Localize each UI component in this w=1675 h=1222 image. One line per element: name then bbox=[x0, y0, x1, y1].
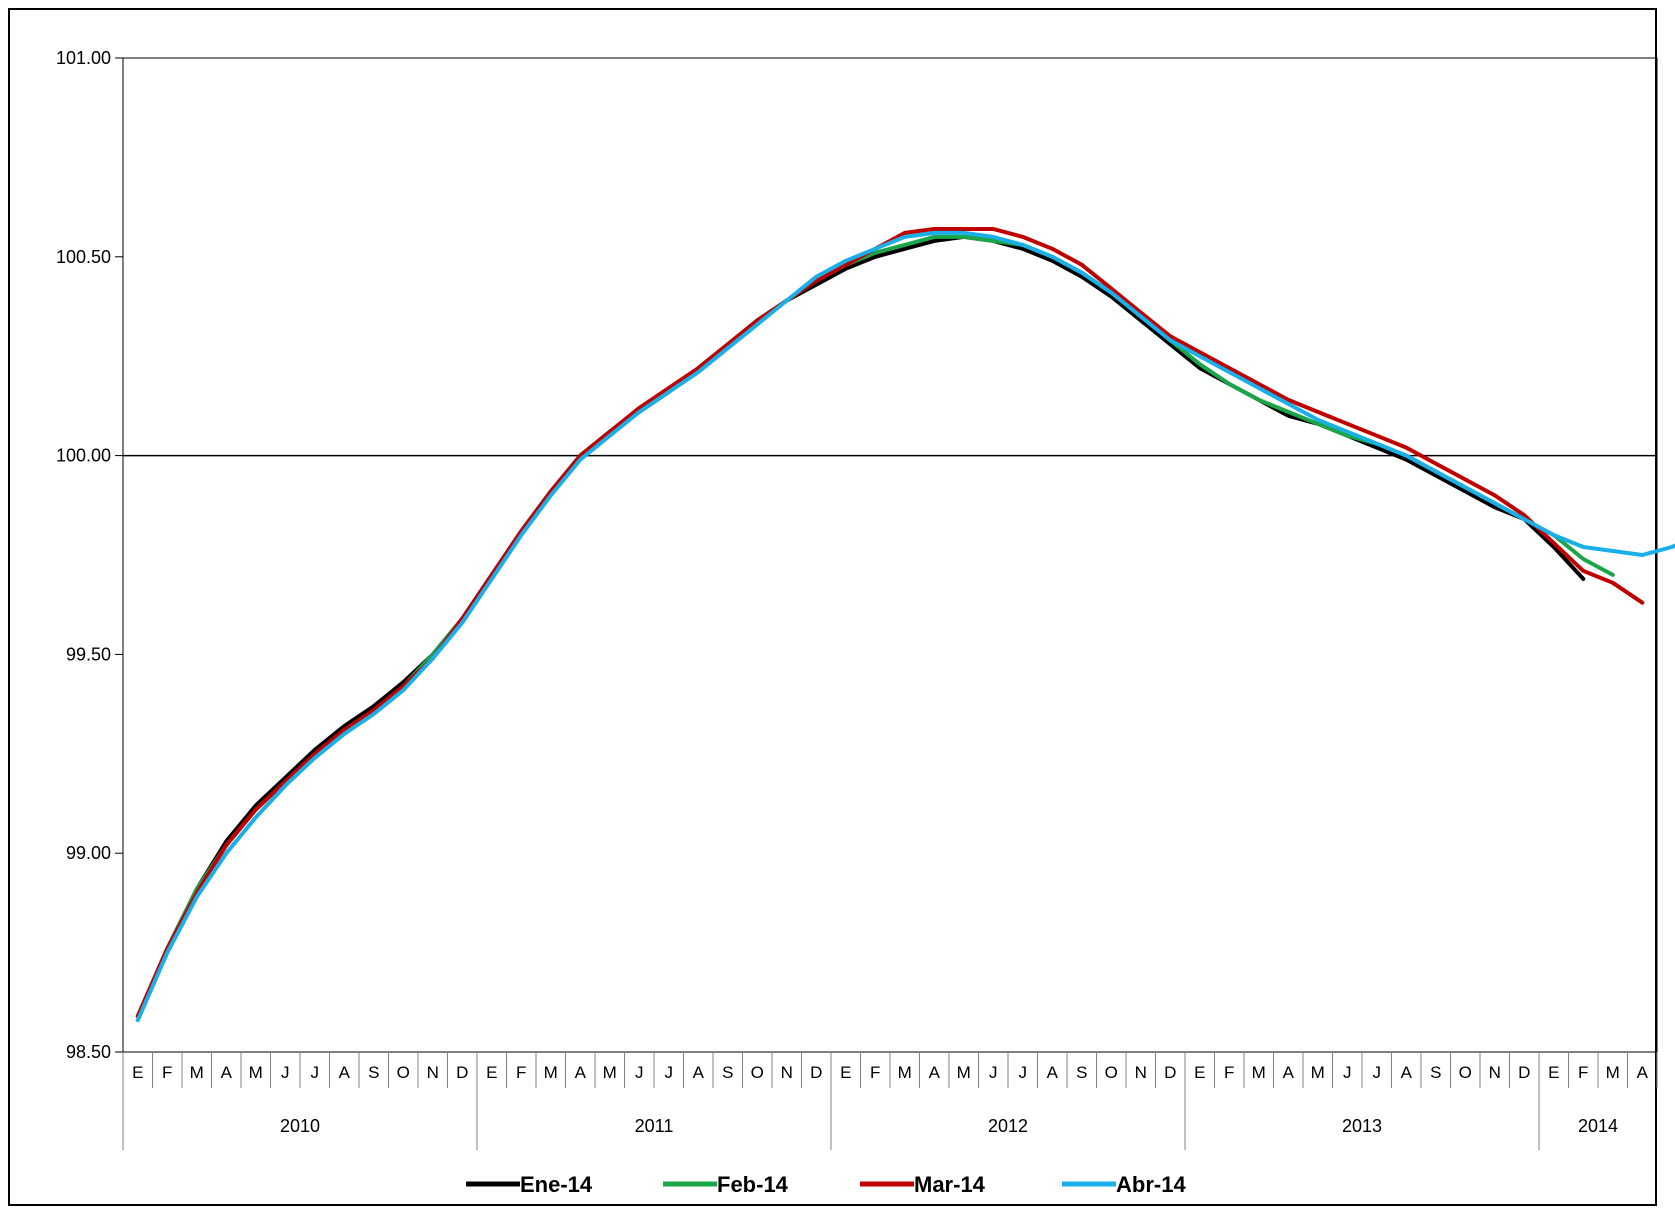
month-label: N bbox=[781, 1063, 793, 1082]
plot-area bbox=[122, 57, 1658, 1053]
month-label: A bbox=[1283, 1063, 1295, 1082]
month-label: F bbox=[162, 1063, 172, 1082]
month-label: D bbox=[456, 1063, 468, 1082]
year-label: 2011 bbox=[635, 1116, 674, 1136]
month-label: J bbox=[311, 1063, 320, 1082]
month-label: J bbox=[665, 1063, 674, 1082]
axes bbox=[122, 57, 1658, 1053]
month-label: S bbox=[1076, 1063, 1087, 1082]
month-label: A bbox=[1637, 1063, 1649, 1082]
month-label: A bbox=[339, 1063, 351, 1082]
month-label: D bbox=[810, 1063, 822, 1082]
month-label: J bbox=[989, 1063, 998, 1082]
month-label: F bbox=[516, 1063, 526, 1082]
legend-label: Abr-14 bbox=[1116, 1172, 1186, 1197]
month-label: M bbox=[249, 1063, 263, 1082]
series-line-feb-14 bbox=[135, 234, 1615, 1019]
month-label: O bbox=[1105, 1063, 1118, 1082]
month-label: M bbox=[603, 1063, 617, 1082]
y-tick-label: 98.50 bbox=[66, 1042, 111, 1062]
series-lines bbox=[135, 227, 1675, 1023]
y-axis-ticks: 98.50 99.00 99.50 100.00 100.50 101.00 bbox=[56, 48, 123, 1062]
month-label: M bbox=[898, 1063, 912, 1082]
month-label: F bbox=[870, 1063, 880, 1082]
month-label: E bbox=[840, 1063, 851, 1082]
y-tick-label: 101.00 bbox=[56, 48, 111, 68]
y-tick-label: 100.00 bbox=[56, 446, 111, 466]
month-label: A bbox=[929, 1063, 941, 1082]
legend-label: Feb-14 bbox=[717, 1172, 789, 1197]
month-label: M bbox=[1252, 1063, 1266, 1082]
month-label: J bbox=[1019, 1063, 1028, 1082]
month-label: A bbox=[221, 1063, 233, 1082]
series-line-abr-14 bbox=[135, 230, 1675, 1023]
month-label: M bbox=[544, 1063, 558, 1082]
month-label: D bbox=[1164, 1063, 1176, 1082]
legend-label: Mar-14 bbox=[914, 1172, 986, 1197]
month-label: M bbox=[1311, 1063, 1325, 1082]
month-label: M bbox=[957, 1063, 971, 1082]
month-label: N bbox=[1135, 1063, 1147, 1082]
month-label: E bbox=[132, 1063, 143, 1082]
month-label: A bbox=[693, 1063, 705, 1082]
month-label: A bbox=[1047, 1063, 1059, 1082]
y-tick-label: 99.00 bbox=[66, 843, 111, 863]
year-label: 2012 bbox=[988, 1116, 1028, 1136]
month-label: A bbox=[575, 1063, 587, 1082]
month-label: N bbox=[1489, 1063, 1501, 1082]
y-tick-label: 100.50 bbox=[56, 247, 111, 267]
month-label: O bbox=[397, 1063, 410, 1082]
month-label: E bbox=[1548, 1063, 1559, 1082]
month-label: E bbox=[1194, 1063, 1205, 1082]
month-label: J bbox=[1343, 1063, 1352, 1082]
month-label: J bbox=[635, 1063, 644, 1082]
y-tick-label: 99.50 bbox=[66, 644, 111, 664]
month-label: J bbox=[281, 1063, 290, 1082]
month-label: S bbox=[722, 1063, 733, 1082]
month-label: O bbox=[751, 1063, 764, 1082]
month-label: F bbox=[1224, 1063, 1234, 1082]
year-label: 2010 bbox=[280, 1116, 320, 1136]
month-label: D bbox=[1518, 1063, 1530, 1082]
month-label: A bbox=[1401, 1063, 1413, 1082]
month-label: S bbox=[1430, 1063, 1441, 1082]
month-label: M bbox=[1606, 1063, 1620, 1082]
series-line-ene-14 bbox=[135, 234, 1586, 1019]
month-label: S bbox=[368, 1063, 379, 1082]
chart-frame bbox=[8, 8, 1657, 1206]
year-label: 2013 bbox=[1342, 1116, 1382, 1136]
month-label: N bbox=[427, 1063, 439, 1082]
series-line-mar-14 bbox=[135, 227, 1645, 1019]
month-label: O bbox=[1459, 1063, 1472, 1082]
legend: Ene-14 Feb-14 Mar-14 Abr-14 bbox=[466, 1172, 1186, 1197]
year-label: 2014 bbox=[1578, 1116, 1618, 1136]
legend-label: Ene-14 bbox=[520, 1172, 593, 1197]
month-label: M bbox=[190, 1063, 204, 1082]
month-label: E bbox=[486, 1063, 497, 1082]
month-label: F bbox=[1578, 1063, 1588, 1082]
month-label: J bbox=[1373, 1063, 1382, 1082]
